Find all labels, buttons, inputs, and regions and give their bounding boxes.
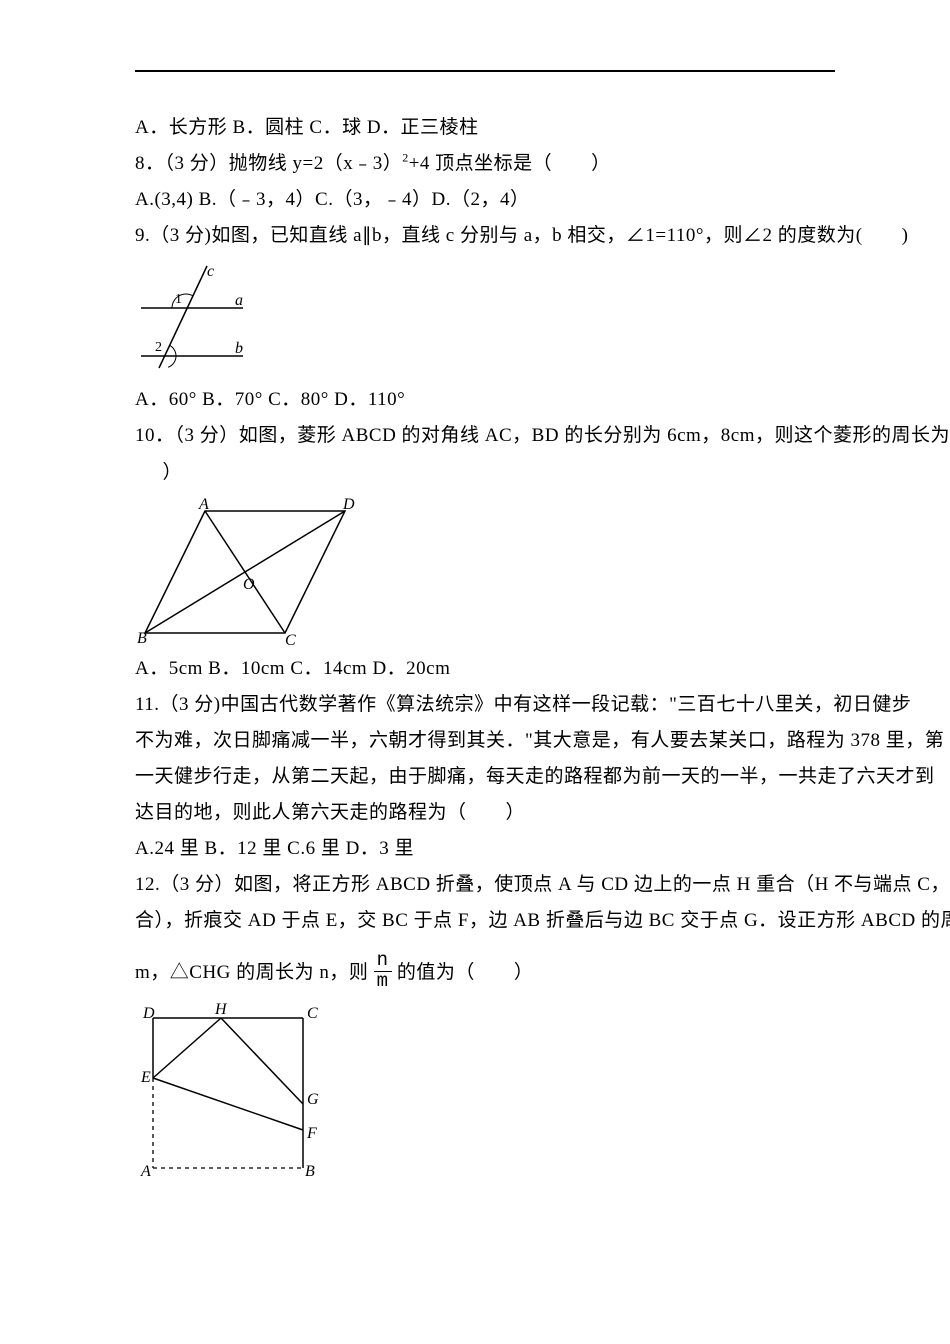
q9-svg: a b c 1 2 [135, 260, 253, 378]
q11-line4: 达目的地，则此人第六天走的路程为（ ） [135, 795, 830, 831]
q10-svg: A B C D O [135, 497, 355, 647]
q10-stem-line1: 10．（3 分）如图，菱形 ABCD 的对角线 AC，BD 的长分别为 6cm，… [135, 418, 830, 454]
svg-text:C: C [307, 1005, 318, 1022]
figure-q12: D C A B H E FG [135, 1000, 830, 1190]
top-rule [135, 70, 835, 72]
figure-q10: A B C D O [135, 497, 830, 647]
q12-frac-denominator: m [374, 972, 392, 992]
q9-options: A．60° B．70° C．80° D．110° [135, 382, 830, 418]
q8-stem-tail: +4 顶点坐标是（ ） [409, 153, 611, 174]
q12-svg: D C A B H E FG [135, 1000, 320, 1190]
q8-stem-head: 8．（3 分）抛物线 y=2（x﹣3） [135, 153, 402, 174]
svg-text:F: F [306, 1125, 317, 1142]
svg-text:C: C [285, 632, 296, 647]
svg-text:H: H [214, 1001, 228, 1018]
q9-stem: 9.（3 分)如图，已知直线 a∥b，直线 c 分别与 a，b 相交，∠1=11… [135, 218, 830, 254]
svg-text:O: O [243, 576, 255, 593]
svg-text:1: 1 [175, 292, 183, 307]
svg-text:E: E [140, 1069, 151, 1086]
q8-stem: 8．（3 分）抛物线 y=2（x﹣3）2+4 顶点坐标是（ ） [135, 146, 830, 182]
svg-text:D: D [142, 1005, 155, 1022]
svg-text:A: A [140, 1163, 151, 1180]
q7-options: A．长方形 B．圆柱 C．球 D．正三棱柱 [135, 110, 830, 146]
q12-frac-numerator: n [374, 951, 392, 972]
svg-text:A: A [198, 497, 209, 513]
svg-text:B: B [305, 1163, 315, 1180]
svg-text:b: b [235, 340, 244, 357]
svg-text:c: c [207, 263, 215, 280]
q12-line3: m，△CHG 的周长为 n，则 n m 的值为（ ） [135, 953, 830, 994]
q11-options: A.24 里 B．12 里 C.6 里 D．3 里 [135, 831, 830, 867]
figure-q9: a b c 1 2 [135, 260, 830, 378]
q10-options: A．5cm B．10cm C．14cm D．20cm [135, 651, 830, 687]
q11-line1: 11.（3 分)中国古代数学著作《算法统宗》中有这样一段记载："三百七十八里关，… [135, 687, 830, 723]
q12-line3-after: 的值为（ ） [397, 962, 534, 983]
q12-line1: 12.（3 分）如图，将正方形 ABCD 折叠，使顶点 A 与 CD 边上的一点… [135, 867, 830, 903]
content-block: A．长方形 B．圆柱 C．球 D．正三棱柱 8．（3 分）抛物线 y=2（x﹣3… [135, 110, 830, 1190]
svg-text:G: G [307, 1091, 319, 1108]
q8-options: A.(3,4) B.（﹣3，4）C.（3，﹣4）D.（2，4） [135, 182, 830, 218]
q10-stem-line2: ） [135, 455, 830, 491]
svg-text:2: 2 [155, 340, 163, 355]
q12-gap [135, 939, 830, 953]
page: A．长方形 B．圆柱 C．球 D．正三棱柱 8．（3 分）抛物线 y=2（x﹣3… [0, 0, 950, 1344]
q12-fraction: n m [374, 951, 392, 992]
svg-text:a: a [235, 292, 244, 309]
svg-text:D: D [342, 497, 355, 513]
q11-line3: 一天健步行走，从第二天起，由于脚痛，每天走的路程都为前一天的一半，一共走了六天才… [135, 759, 830, 795]
q12-line2: 合），折痕交 AD 于点 E，交 BC 于点 F，边 AB 折叠后与边 BC 交… [135, 903, 830, 939]
q12-line3-before: m，△CHG 的周长为 n，则 [135, 962, 368, 983]
svg-text:B: B [137, 630, 147, 647]
q11-line2: 不为难，次日脚痛减一半，六朝才得到其关．"其大意是，有人要去某关口，路程为 37… [135, 723, 830, 759]
